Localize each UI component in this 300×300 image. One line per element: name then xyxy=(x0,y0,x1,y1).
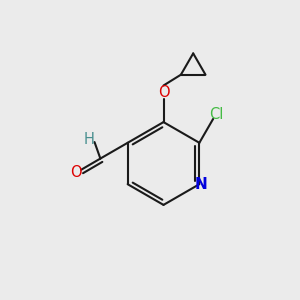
Text: Cl: Cl xyxy=(209,107,223,122)
Text: O: O xyxy=(158,85,169,100)
Text: H: H xyxy=(84,132,94,147)
Text: N: N xyxy=(194,177,207,192)
Text: O: O xyxy=(70,165,82,180)
